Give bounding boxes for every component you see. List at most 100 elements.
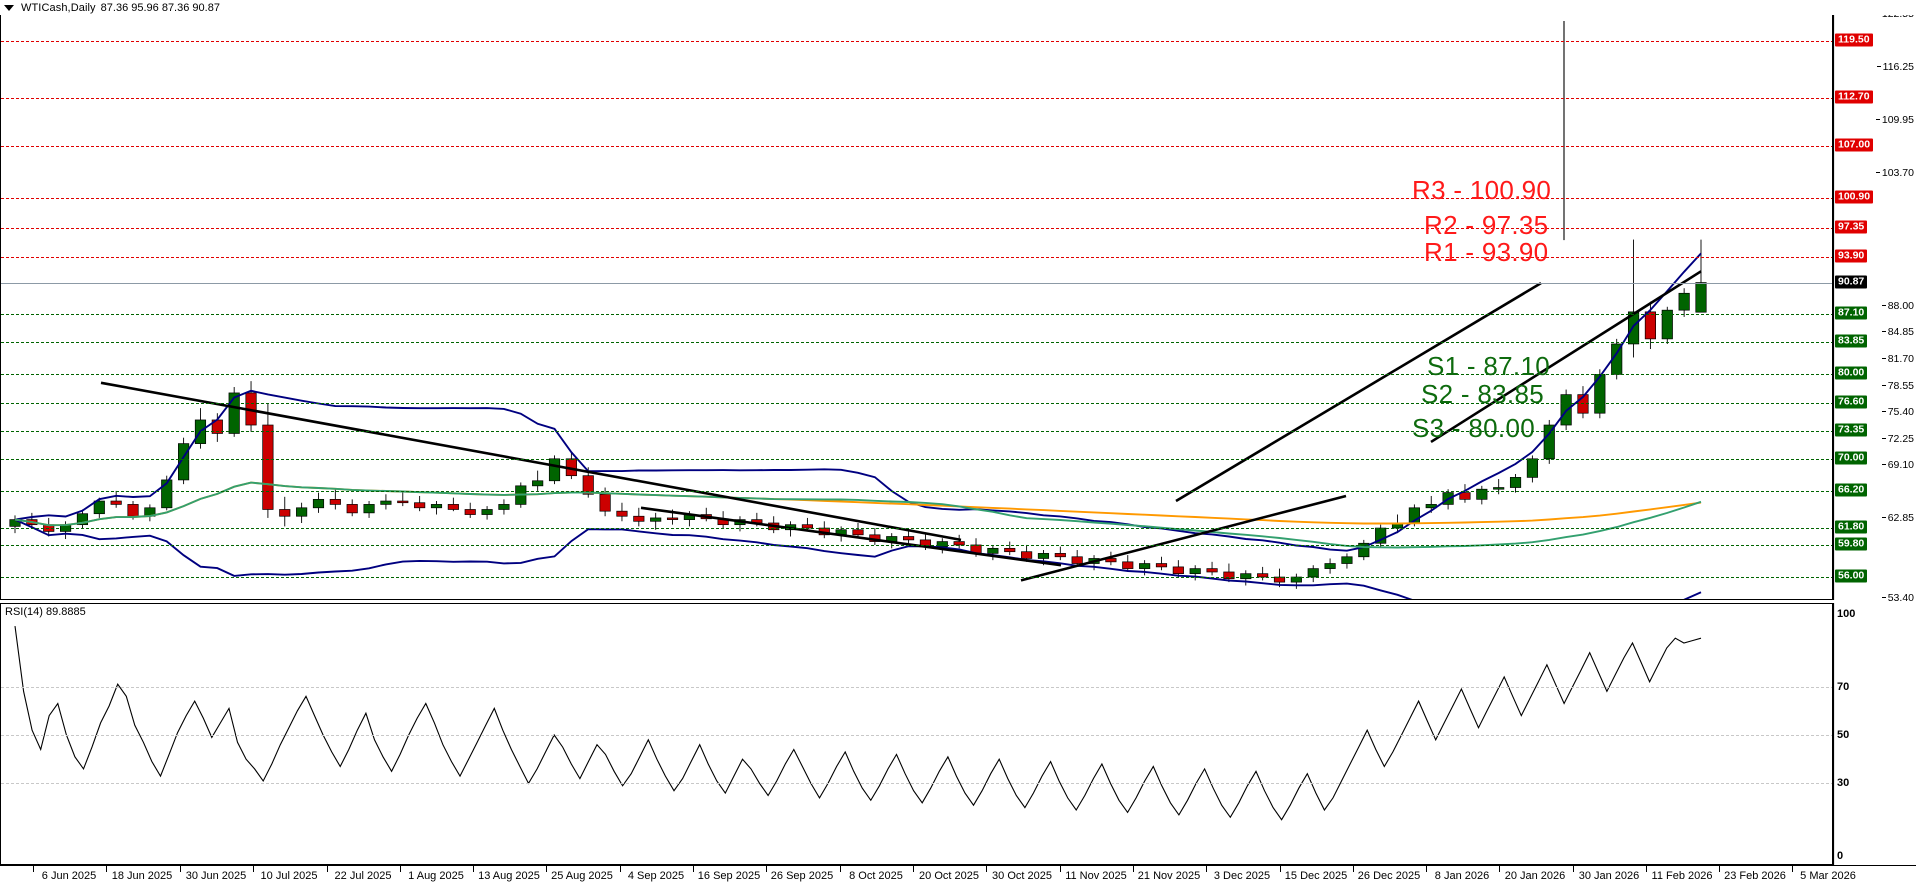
rsi-line — [14, 626, 1702, 821]
price-tick-109-95: 109.95 — [1875, 114, 1914, 126]
trendline-2 — [640, 506, 1062, 567]
price-pill-97-35: 97.35 — [1835, 220, 1868, 234]
price-tick-75-40: 75.40 — [1881, 406, 1914, 418]
time-label-13: 30 Oct 2025 — [992, 870, 1052, 882]
level-line-119-50 — [1, 40, 1832, 42]
price-pill-56-00: 56.00 — [1835, 569, 1868, 583]
time-label-6: 13 Aug 2025 — [478, 870, 540, 882]
triangle-down-icon[interactable] — [4, 4, 14, 11]
time-label-2: 30 Jun 2025 — [185, 870, 247, 882]
price-pill-70-00: 70.00 — [1835, 451, 1868, 465]
price-tick-78-55: 78.55 — [1881, 380, 1914, 392]
rsi-plot-area[interactable] — [1, 604, 1832, 864]
price-pill-107-00: 107.00 — [1835, 138, 1874, 152]
level-line-76-60 — [1, 403, 1832, 405]
time-label-21: 30 Jan 2026 — [1578, 870, 1640, 882]
time-tick — [1133, 866, 1134, 872]
time-tick — [1646, 866, 1647, 872]
level-line-83-85 — [1, 341, 1832, 343]
time-tick — [913, 866, 914, 872]
price-pill-80-00: 80.00 — [1835, 366, 1868, 380]
indicator-line — [14, 252, 1702, 552]
tick-dash — [1881, 437, 1886, 439]
symbol-name: WTICash,Daily — [21, 1, 96, 14]
time-label-5: 1 Aug 2025 — [408, 870, 464, 882]
level-line-59-80 — [1, 544, 1832, 546]
symbol-header: WTICash,Daily 87.36 95.96 87.36 90.87 — [0, 0, 1916, 15]
time-label-0: 6 Jun 2025 — [41, 870, 97, 882]
price-pill-90-87: 90.87 — [1835, 275, 1868, 289]
time-label-23: 23 Feb 2026 — [1724, 870, 1786, 882]
level-line-80-00 — [1, 374, 1832, 376]
time-label-24: 5 Mar 2026 — [1800, 870, 1856, 882]
rsi-tick-0: 0 — [1837, 850, 1844, 862]
level-line-73-35 — [1, 430, 1832, 432]
time-label-20: 20 Jan 2026 — [1504, 870, 1566, 882]
annotation-r1: R1 - 93.90 — [1424, 237, 1549, 267]
annotation-s2: S2 - 83.85 — [1421, 379, 1544, 409]
price-tick-72-25: 72.25 — [1881, 433, 1914, 445]
time-tick — [1719, 866, 1720, 872]
price-plot-area[interactable] — [1, 15, 1832, 599]
symbol-ohlc-values: 87.36 95.96 87.36 90.87 — [100, 1, 220, 14]
level-line-87-10 — [1, 314, 1832, 316]
rsi-gridline-50 — [1, 735, 1832, 736]
price-chart-pane[interactable] — [0, 14, 1833, 600]
level-line-70-00 — [1, 458, 1832, 460]
time-tick — [1060, 866, 1061, 872]
tick-dash — [1881, 357, 1886, 359]
time-label-14: 11 Nov 2025 — [1065, 870, 1127, 882]
time-tick — [1280, 866, 1281, 872]
price-tick-103-70: 103.70 — [1875, 167, 1914, 179]
time-tick — [620, 866, 621, 872]
time-tick — [986, 866, 987, 872]
level-line-61-80 — [1, 528, 1832, 530]
time-tick — [840, 866, 841, 872]
price-tick-62-85: 62.85 — [1881, 512, 1914, 524]
rsi-tick-100: 100 — [1837, 608, 1856, 620]
rsi-gridline-30 — [1, 783, 1832, 785]
time-label-12: 20 Oct 2025 — [919, 870, 979, 882]
rsi-series-svg — [14, 626, 1702, 821]
price-tick-88-00: 88.00 — [1881, 300, 1914, 312]
price-tick-69-10: 69.10 — [1881, 459, 1914, 471]
time-tick — [180, 866, 181, 872]
level-line-66-20 — [1, 490, 1832, 492]
rsi-tick-30: 30 — [1837, 777, 1850, 790]
tick-dash — [1881, 597, 1886, 598]
time-tick — [1206, 866, 1207, 872]
time-tick — [693, 866, 694, 872]
price-tick-116-25: 116.25 — [1876, 61, 1914, 73]
time-tick — [766, 866, 767, 872]
rsi-indicator-pane[interactable]: RSI(14) 89.8885 — [0, 603, 1833, 865]
price-pill-100-90: 100.90 — [1835, 190, 1874, 204]
rsi-tick-50: 50 — [1837, 729, 1850, 741]
time-label-7: 25 Aug 2025 — [551, 870, 613, 882]
price-axis: 119.50 112.70 107.00 100.90 97.35 93.90 90.87 8… — [1833, 8, 1916, 604]
price-pill-119-50: 119.50 — [1835, 33, 1873, 47]
time-tick — [253, 866, 254, 872]
annotation-s3: S3 - 80.00 — [1412, 413, 1535, 443]
price-pill-112-70: 112.70 — [1835, 90, 1873, 104]
time-label-4: 22 Jul 2025 — [334, 870, 392, 882]
time-label-16: 3 Dec 2025 — [1213, 870, 1271, 882]
price-axis-spine — [1833, 14, 1835, 600]
level-line-97-35 — [1, 227, 1832, 229]
time-label-19: 8 Jan 2026 — [1434, 870, 1490, 882]
indicator-line — [14, 481, 1702, 549]
time-axis: 6 Jun 2025 18 Jun 2025 30 Jun 2025 10 Jul 2… — [0, 865, 1916, 888]
rsi-label: RSI(14) 89.8885 — [5, 606, 86, 618]
level-line-90-87 — [1, 282, 1832, 284]
price-pill-76-60: 76.60 — [1835, 395, 1868, 409]
time-tick — [33, 866, 34, 872]
time-label-17: 15 Dec 2025 — [1284, 870, 1348, 882]
trendline-5 — [1430, 270, 1702, 444]
time-tick — [1573, 866, 1574, 872]
annotation-s1: S1 - 87.10 — [1427, 351, 1550, 381]
level-line-100-90 — [1, 197, 1832, 199]
price-pill-66-20: 66.20 — [1835, 483, 1868, 497]
level-line-107-00 — [1, 146, 1832, 148]
level-line-112-70 — [1, 98, 1832, 100]
time-tick — [1499, 866, 1500, 872]
